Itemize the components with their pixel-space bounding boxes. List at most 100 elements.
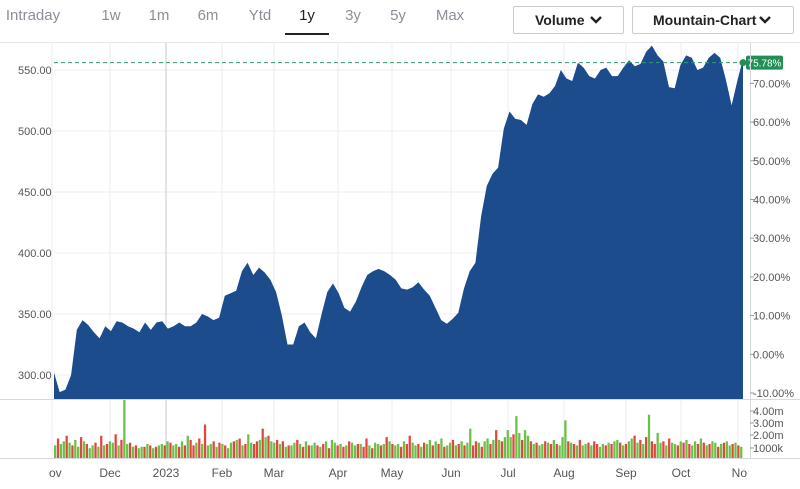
volume-bar bbox=[232, 441, 236, 458]
date-axis: ov Dec 2023 Feb Mar Apr May Jun Jul Aug Sep Oct No bbox=[49, 466, 747, 480]
volume-bar bbox=[691, 445, 694, 458]
volume-bar bbox=[310, 445, 313, 458]
volume-bar bbox=[619, 442, 622, 458]
tab-range[interactable]: 3y bbox=[345, 7, 361, 24]
volume-bar bbox=[172, 445, 175, 458]
volume-bar bbox=[466, 442, 469, 458]
chart-type-dropdown[interactable]: Mountain-Chart bbox=[632, 6, 794, 34]
percent-tick-label: 40.00% bbox=[753, 195, 791, 207]
volume-bar bbox=[287, 445, 290, 458]
volume-bar bbox=[62, 441, 65, 458]
price-tick-label: 550.00 bbox=[18, 65, 52, 77]
volume-bar bbox=[100, 435, 103, 458]
volume-tick-label: 4.00m bbox=[753, 406, 784, 418]
volume-bar bbox=[65, 435, 68, 458]
volume-bar bbox=[693, 441, 697, 458]
volume-bar bbox=[437, 444, 440, 458]
tab-range[interactable]: 1w bbox=[101, 7, 121, 24]
date-tick-label: Sep bbox=[615, 466, 637, 480]
volume-bar bbox=[388, 441, 391, 458]
volume-bar bbox=[529, 441, 532, 458]
volume-bar bbox=[252, 444, 256, 458]
volume-bar bbox=[656, 432, 659, 458]
volume-bar bbox=[56, 438, 60, 458]
volume-bar bbox=[175, 444, 178, 458]
volume-bar bbox=[270, 441, 273, 458]
range-tabs: Intraday 1w 1m 6m Ytd 1y 3y 5y Max bbox=[0, 0, 500, 36]
current-change-badge: 75.78% bbox=[739, 55, 783, 70]
volume-bar bbox=[391, 444, 394, 458]
volume-dropdown-label: Volume bbox=[535, 12, 585, 28]
price-area bbox=[54, 45, 743, 399]
volume-bar bbox=[532, 444, 535, 458]
volume-bar bbox=[443, 446, 446, 458]
volume-bar bbox=[163, 445, 166, 458]
volume-bar bbox=[131, 446, 135, 458]
volume-bar bbox=[711, 441, 714, 458]
volume-bar bbox=[676, 445, 679, 458]
date-tick-label: Aug bbox=[553, 466, 574, 480]
volume-bar bbox=[515, 416, 518, 458]
volume-bar bbox=[650, 441, 654, 458]
tab-range[interactable]: Ytd bbox=[248, 7, 272, 24]
volume-bar bbox=[454, 445, 457, 458]
volume-bar bbox=[699, 438, 703, 458]
volume-bar bbox=[336, 445, 339, 458]
volume-bar bbox=[616, 439, 619, 458]
volume-bar bbox=[324, 441, 328, 458]
volume-bar bbox=[82, 441, 86, 458]
volume-bar bbox=[636, 442, 639, 458]
date-tick-label: Jul bbox=[500, 466, 515, 480]
volume-bar bbox=[642, 444, 645, 458]
date-tick-label: 2023 bbox=[153, 466, 180, 480]
tab-range[interactable]: Max bbox=[435, 7, 465, 24]
volume-bar bbox=[293, 442, 296, 458]
volume-bar bbox=[146, 444, 149, 458]
volume-bar bbox=[621, 445, 625, 458]
volume-bar bbox=[613, 441, 616, 458]
volume-bar bbox=[702, 442, 705, 458]
volume-bar bbox=[307, 445, 310, 458]
volume-bar bbox=[506, 430, 509, 458]
volume-dropdown[interactable]: Volume bbox=[513, 6, 624, 34]
volume-bar bbox=[206, 445, 210, 458]
volume-bar bbox=[59, 444, 63, 458]
volume-bar bbox=[345, 445, 348, 458]
volume-bar bbox=[405, 444, 408, 458]
volume-bar bbox=[593, 441, 596, 458]
volume-bar bbox=[339, 444, 342, 458]
volume-bar bbox=[281, 441, 285, 458]
price-tick-label: 450.00 bbox=[18, 187, 52, 199]
tab-range[interactable]: 1y bbox=[299, 7, 315, 24]
volume-bar bbox=[278, 444, 282, 458]
volume-bar bbox=[509, 437, 512, 458]
volume-bar bbox=[226, 448, 230, 458]
volume-bar bbox=[451, 439, 455, 458]
date-tick-label: Mar bbox=[264, 466, 285, 480]
volume-bar bbox=[68, 442, 71, 458]
volume-tick-label: 3.00m bbox=[753, 418, 784, 430]
volume-bar bbox=[567, 441, 570, 458]
volume-bar bbox=[160, 444, 163, 458]
tab-range[interactable]: 6m bbox=[197, 7, 219, 24]
volume-bar bbox=[440, 438, 443, 458]
tab-range[interactable]: Intraday bbox=[5, 7, 61, 24]
volume-bar bbox=[54, 445, 57, 458]
volume-bar bbox=[180, 441, 184, 458]
volume-bar bbox=[463, 445, 466, 458]
volume-bar bbox=[624, 444, 628, 458]
tab-range[interactable]: 1m bbox=[148, 7, 170, 24]
volume-bar bbox=[140, 446, 143, 458]
price-chart[interactable]: 75.78% -10.00% 0.00% 10.00% 20.00% 30.00% 40.… bbox=[0, 43, 800, 489]
volume-bar bbox=[368, 445, 371, 458]
percent-tick-label: 70.00% bbox=[753, 78, 791, 90]
volume-bar bbox=[365, 438, 368, 458]
volume-bar bbox=[653, 444, 656, 458]
volume-bar bbox=[647, 414, 651, 458]
volume-bar bbox=[247, 434, 250, 458]
volume-bar bbox=[327, 448, 331, 458]
percent-tick-label: 0.00% bbox=[753, 349, 784, 361]
tab-range[interactable]: 5y bbox=[390, 7, 406, 24]
percent-tick-label: 30.00% bbox=[753, 233, 791, 245]
volume-bar bbox=[137, 448, 140, 458]
